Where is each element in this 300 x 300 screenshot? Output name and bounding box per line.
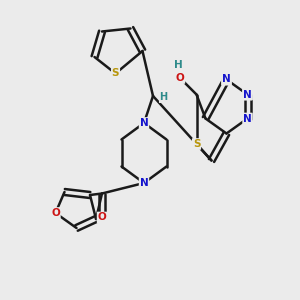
Text: N: N [140,178,148,188]
Text: H: H [159,92,168,103]
Text: N: N [222,74,231,85]
Text: H: H [174,59,183,70]
Text: N: N [140,118,148,128]
Text: N: N [243,113,252,124]
Text: S: S [193,139,200,149]
Text: O: O [176,73,184,83]
Text: O: O [51,208,60,218]
Text: S: S [112,68,119,79]
Text: N: N [243,89,252,100]
Text: O: O [98,212,106,223]
Text: N: N [222,74,231,85]
Text: N: N [243,89,252,100]
